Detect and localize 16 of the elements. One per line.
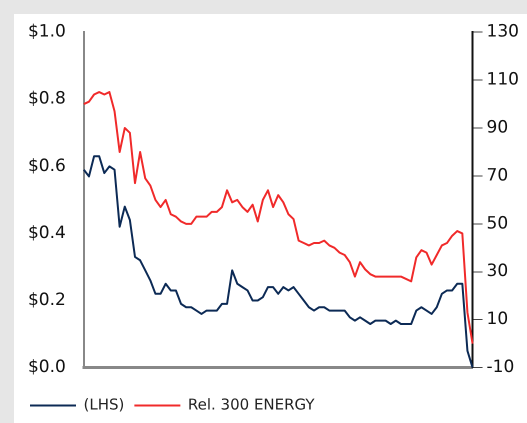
- y2-tick-label: 70: [486, 165, 508, 186]
- y-tick-label: $0.0: [28, 357, 66, 378]
- y-tick-label: $0.4: [28, 222, 66, 243]
- y-tick-label: $0.6: [28, 156, 66, 176]
- y2-tick-label: 10: [486, 309, 508, 330]
- y2-tick-label: 30: [486, 261, 508, 282]
- y-tick-label: $0.8: [28, 88, 66, 109]
- legend-label: Rel. 300 ENERGY: [188, 395, 316, 414]
- y-tick-label: $1.0: [28, 22, 66, 42]
- y2-tick-label: 130: [486, 22, 520, 42]
- y-tick-label: $0.2: [28, 290, 66, 310]
- y2-tick-label: 50: [486, 213, 508, 234]
- y2-tick-label: -10: [486, 357, 514, 378]
- y2-tick-label: 90: [486, 117, 508, 138]
- y2-tick-label: 110: [486, 70, 520, 90]
- legend-label: (LHS): [84, 395, 124, 414]
